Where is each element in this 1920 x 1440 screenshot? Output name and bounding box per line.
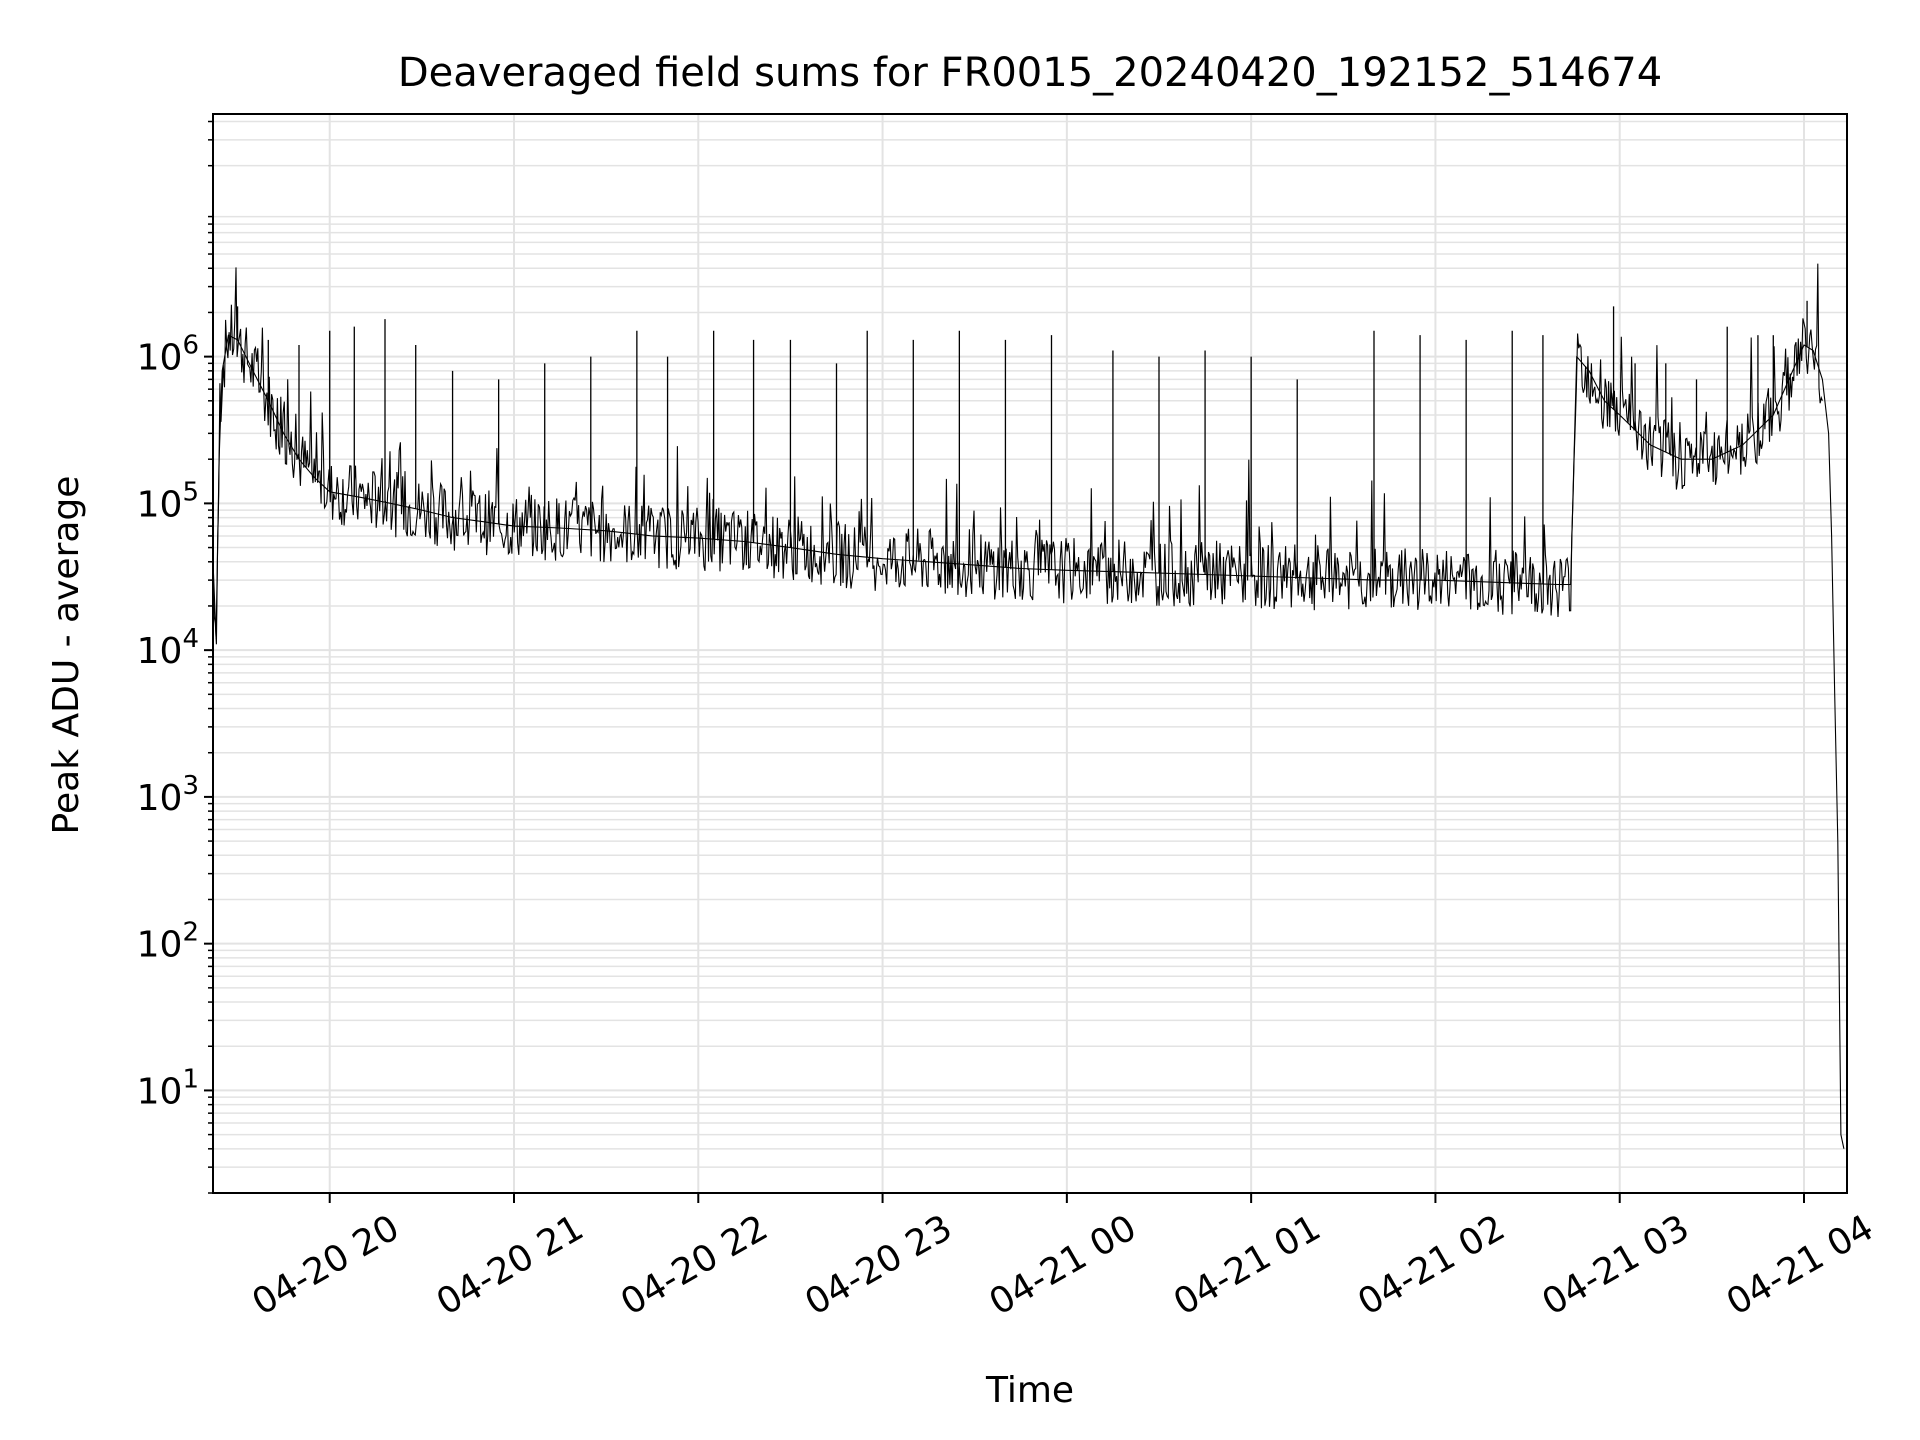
chart-title: Deaveraged field sums for FR0015_2024042…	[398, 50, 1662, 96]
spikes	[236, 300, 1808, 584]
x-axis-label: Time	[985, 1370, 1074, 1411]
y-tick-label: 102	[137, 918, 199, 966]
series-noise	[212, 263, 1823, 645]
y-axis-label: Peak ADU - average	[46, 476, 87, 835]
grid	[213, 114, 1847, 1194]
axes-frame	[212, 113, 1848, 1194]
y-tick-label: 104	[137, 624, 199, 672]
plot-area	[212, 263, 1845, 1149]
y-tick-label: 106	[137, 331, 199, 379]
y-tick-label: 101	[137, 1064, 199, 1112]
y-axis: 101 102 103 104 105 106	[137, 120, 213, 1194]
y-tick-label: 105	[137, 477, 199, 525]
y-tick-label: 103	[137, 771, 199, 819]
